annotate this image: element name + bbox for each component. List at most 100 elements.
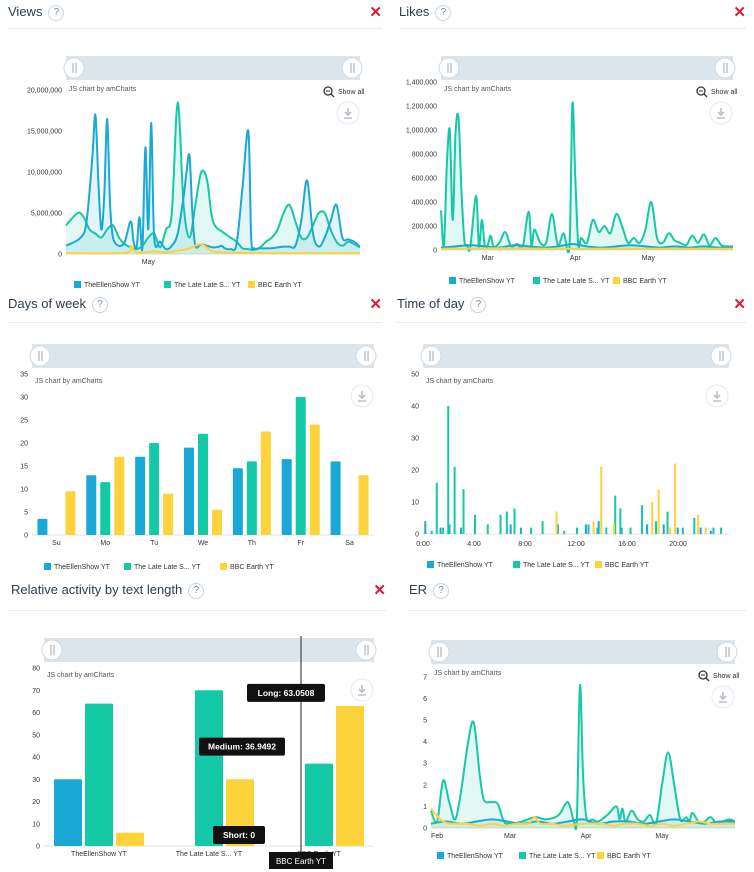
help-icon[interactable]: ? bbox=[48, 5, 65, 21]
download-glyph bbox=[719, 692, 727, 703]
y-tick-label: 0 bbox=[58, 252, 62, 259]
bar bbox=[442, 527, 445, 534]
credit-label: JS chart by amCharts bbox=[47, 672, 115, 679]
credit-label: JS chart by amCharts bbox=[69, 86, 137, 93]
bar bbox=[519, 527, 522, 534]
help-icon[interactable]: ? bbox=[470, 297, 487, 313]
legend-swatch bbox=[124, 563, 131, 570]
close-icon[interactable]: ✕ bbox=[369, 296, 382, 313]
help-icon[interactable]: ? bbox=[92, 297, 109, 313]
tooltip-long-bg bbox=[247, 683, 325, 702]
credit-label: JS chart by amCharts bbox=[434, 670, 502, 677]
show-all-button: Show all bbox=[713, 673, 740, 680]
series-line bbox=[430, 807, 735, 827]
y-tick-label: 4 bbox=[423, 739, 427, 746]
close-icon[interactable]: ✕ bbox=[733, 296, 746, 313]
bar bbox=[676, 527, 679, 534]
x-tick-label: 16:00 bbox=[618, 541, 636, 548]
bar bbox=[709, 530, 712, 534]
y-tick-label: 20 bbox=[411, 468, 419, 475]
x-tick-label: Mar bbox=[504, 833, 517, 840]
bar bbox=[246, 461, 257, 535]
bar bbox=[114, 456, 125, 535]
scrollbar bbox=[431, 640, 735, 664]
series-line bbox=[65, 113, 361, 252]
help-icon[interactable]: ? bbox=[188, 583, 205, 599]
x-tick-label: 4:00 bbox=[467, 541, 481, 548]
y-tick-label: 25 bbox=[20, 418, 28, 425]
days-of-week-chart: JS chart by amCharts 0 5 10 15 20 25 30 35 Su Mo Tu… bbox=[20, 344, 377, 571]
y-tick-label: 20 bbox=[20, 441, 28, 448]
legend-item: TheEllenShow YT bbox=[54, 564, 111, 571]
bar bbox=[513, 508, 516, 534]
bar bbox=[135, 456, 146, 535]
y-tick-label: 10,000,000 bbox=[27, 170, 62, 177]
bar bbox=[505, 511, 508, 534]
y-tick-label: 30 bbox=[411, 436, 419, 443]
bar bbox=[163, 493, 174, 535]
scrollbar-end-grip bbox=[714, 57, 736, 79]
help-icon[interactable]: ? bbox=[433, 583, 450, 599]
y-tick-label: 5 bbox=[24, 510, 28, 517]
bar bbox=[447, 406, 450, 534]
series-line bbox=[440, 247, 733, 250]
series-area bbox=[66, 102, 360, 254]
bar bbox=[435, 482, 438, 534]
y-tick-label: 50 bbox=[411, 372, 419, 379]
er-panel: ER? JS chart by amCharts Show all 0 1 2 3 4 5 6 7… bbox=[409, 582, 746, 870]
x-tick-label: Feb bbox=[431, 833, 443, 840]
y-tick-label: 1,000,000 bbox=[406, 128, 437, 135]
divider bbox=[397, 322, 746, 323]
scrollbar bbox=[423, 344, 729, 368]
bar bbox=[556, 524, 559, 534]
bar bbox=[563, 530, 566, 534]
bar bbox=[260, 431, 271, 535]
bar bbox=[295, 397, 306, 535]
bar bbox=[674, 463, 677, 534]
y-tick-label: 6 bbox=[423, 696, 427, 703]
tooltip-medium: Medium: 36.9492 bbox=[208, 742, 276, 752]
x-tick-label: The Late Late S... YT bbox=[176, 851, 243, 858]
y-tick-label: 30 bbox=[20, 395, 28, 402]
download-glyph bbox=[358, 391, 366, 402]
zoom-out-icon bbox=[696, 86, 706, 96]
bar bbox=[592, 521, 595, 534]
credit-label: JS chart by amCharts bbox=[444, 86, 512, 93]
bar bbox=[587, 524, 590, 534]
bar bbox=[704, 527, 707, 534]
bar bbox=[86, 475, 97, 535]
bar bbox=[358, 475, 369, 535]
bar bbox=[666, 511, 669, 534]
bar bbox=[597, 521, 600, 534]
bar bbox=[596, 527, 599, 534]
bar bbox=[605, 527, 608, 534]
bar bbox=[37, 518, 48, 535]
download-glyph bbox=[713, 391, 721, 402]
legend-swatch bbox=[248, 281, 255, 288]
help-icon[interactable]: ? bbox=[435, 5, 452, 21]
bar bbox=[541, 521, 544, 534]
y-tick-label: 50 bbox=[32, 732, 40, 739]
close-icon[interactable]: ✕ bbox=[373, 582, 386, 599]
bar bbox=[600, 466, 603, 534]
x-tick-label: Apr bbox=[570, 255, 582, 262]
close-icon[interactable]: ✕ bbox=[733, 4, 746, 21]
bar bbox=[499, 514, 502, 534]
y-tick-label: 0 bbox=[423, 826, 427, 833]
likes-panel: Likes? ✕ JS chart by amCharts Show all 0 20… bbox=[399, 4, 746, 294]
bar bbox=[309, 424, 320, 535]
x-tick-label: Su bbox=[52, 540, 61, 547]
y-tick-label: 0 bbox=[24, 533, 28, 540]
bar bbox=[712, 527, 715, 534]
bar bbox=[693, 518, 696, 534]
close-icon[interactable]: ✕ bbox=[369, 4, 382, 21]
bar bbox=[195, 690, 223, 846]
x-tick-label: 12:00 bbox=[567, 541, 585, 548]
x-tick-label: May bbox=[142, 259, 156, 266]
legend-item: BBC Earth YT bbox=[623, 278, 668, 285]
bar bbox=[212, 509, 222, 535]
views-panel: Views? ✕ JS chart by amCharts Show all 0 5,… bbox=[8, 4, 382, 294]
panel-title: Relative activity by text length? bbox=[11, 582, 205, 599]
bar bbox=[232, 468, 243, 535]
bar bbox=[612, 524, 615, 534]
